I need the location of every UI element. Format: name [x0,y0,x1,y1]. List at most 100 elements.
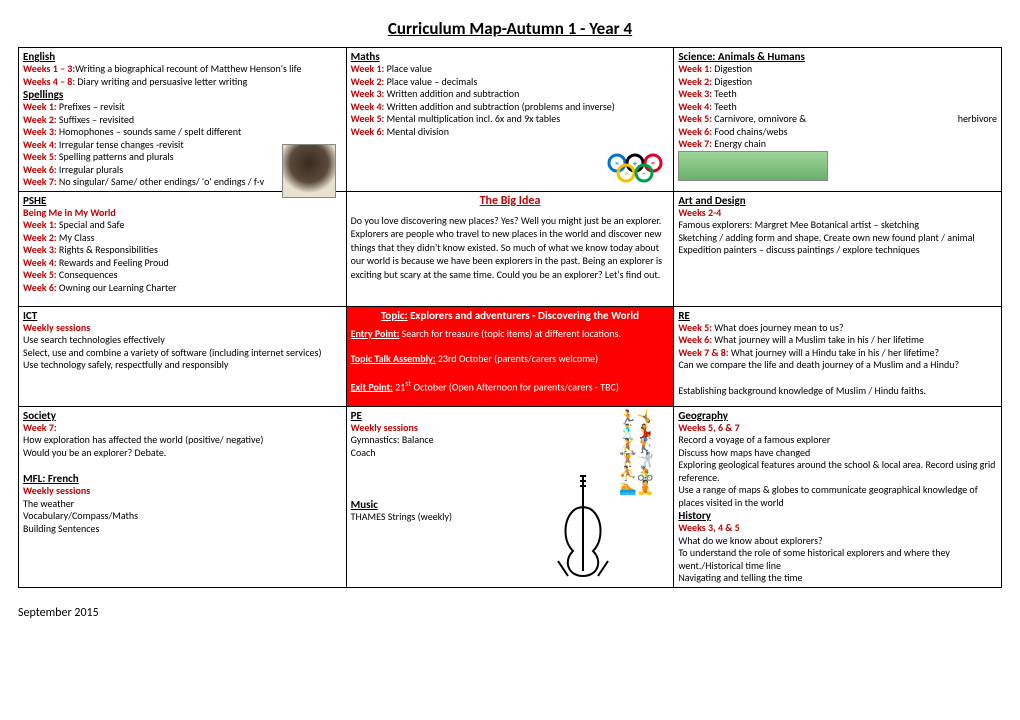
label: Entry Point: [351,327,400,340]
text: Teeth [712,87,737,100]
label: Week 5: [678,321,712,334]
label: Topic: [381,309,408,322]
label: Week 6: [23,281,57,294]
text: No singular/ Same/ other endings/ 'o' en… [57,175,264,188]
text: Mental multiplication incl. 6x and 9x ta… [384,112,560,125]
text: Food chains/webs [712,125,788,138]
text: Place value [384,62,432,75]
text: Navigating and telling the time [678,572,997,585]
text: Special and Safe [57,218,125,231]
label: Week 4: [23,138,57,151]
text: What journey will a Hindu take in his / … [729,346,940,359]
text: herbivore [958,113,997,126]
label: Weeks 3, 4 & 5 [678,522,997,535]
page-title: Curriculum Map-Autumn 1 - Year 4 [18,18,1002,39]
label: Week 5: [351,112,385,125]
cell-re: RE Week 5: What does journey mean to us?… [674,306,1002,406]
curriculum-grid: English Weeks 1 – 3:Writing a biographic… [18,47,1002,588]
text: Explorers and adventurers - Discovering … [408,309,639,322]
label: Week 5: [23,150,57,163]
banner-image [678,151,828,181]
cell-maths: Maths Week 1: Place value Week 2: Place … [346,48,674,192]
text: Rights & Responsibilities [57,243,158,256]
text: Mental division [384,125,449,138]
cell-society: Society Week 7: How exploration has affe… [19,406,347,587]
text: Prefixes – revisit [57,100,125,113]
text: Diary writing and persuasive letter writ… [75,75,247,88]
text: 23rd October (parents/carers welcome) [436,352,599,365]
label: Week 4: [23,256,57,269]
text: Written addition and subtraction (proble… [384,100,614,113]
svg-text:×: × [615,159,619,169]
big-idea-title: The Big Idea [351,194,670,208]
footer-text: September 2015 [18,606,1002,620]
text: How exploration has affected the world (… [23,434,342,447]
label: Week 3: [23,125,57,138]
label: Week 7 & 8: [678,346,728,359]
pshe-header: PSHE [23,194,342,207]
label: Week 2: [23,113,57,126]
svg-text:=: = [651,159,655,169]
topic-title: Topic: Explorers and adventurers - Disco… [351,309,670,322]
label: Week 1: [23,218,57,231]
svg-text:+: + [624,169,628,179]
text: Irregular tense changes -revisit [57,138,184,151]
svg-text:÷: ÷ [633,159,637,169]
portrait-image [282,144,336,198]
label: Week 4: [678,100,712,113]
label: Week 3: [678,87,712,100]
subheader: Weekly sessions [23,485,342,498]
text: Vocabulary/Compass/Maths [23,510,342,523]
text: Written addition and subtraction [384,87,519,100]
text: What does journey mean to us? [712,321,844,334]
text: Building Sentences [23,523,342,536]
label: Weeks 1 – 3: [23,62,75,75]
label: Weeks 4 – 8: [23,75,75,88]
text: October (Open Afternoon for parents/care… [411,380,619,393]
text: Digestion [712,62,752,75]
big-idea-text: Do you love discovering new places? Yes?… [351,214,670,282]
text: 21 [393,380,405,393]
text: Establishing background knowledge of Mus… [678,385,997,398]
text: Owning our Learning Charter [57,281,177,294]
text: Suffixes – revisited [57,113,134,126]
label: Week 5: [23,268,57,281]
label: Week 4: [351,100,385,113]
text: Teeth [712,100,737,113]
text: Expedition painters – discuss paintings … [678,244,997,257]
text: Homophones – sounds same / spelt differe… [57,125,242,138]
cell-art: Art and Design Weeks 2-4 Famous explorer… [674,191,1002,306]
cell-geography: Geography Weeks 5, 6 & 7 Record a voyage… [674,406,1002,587]
label: Week 7: [678,137,712,150]
text: Exploring geological features around the… [678,459,997,484]
text: Place value – decimals [384,75,477,88]
cello-icon [553,471,613,581]
text: Spelling patterns and plurals [57,150,174,163]
text: Would you be an explorer? Debate. [23,447,342,460]
label: Week 3: [23,243,57,256]
text: Famous explorers: Margret Mee Botanical … [678,219,997,232]
label: Week 1: [351,62,385,75]
label: Week 2: [23,231,57,244]
label: Week 2: [351,75,385,88]
text: What journey will a Muslim take in his /… [712,333,924,346]
text: Use technology safely, respectfully and … [23,359,342,372]
text: Carnivore, omnivore & [712,112,806,125]
text: Rewards and Feeling Proud [57,256,169,269]
dancing-figures-icon: 🏃🤸 🕺💃 🤾🏌️ 🏋️🤺 ⛹️🚴 🏊🧘 [619,411,669,531]
society-header: Society [23,409,342,422]
text: Irregular plurals [57,163,123,176]
olympic-rings-icon: × ÷ = + − [605,151,665,187]
label: Week 1: [23,100,57,113]
label: Week 6: [678,333,712,346]
cell-english: English Weeks 1 – 3:Writing a biographic… [19,48,347,192]
label: Week 6: [678,125,712,138]
text: Use search technologies effectively [23,334,342,347]
label: Week 2: [678,75,712,88]
text: My Class [57,231,95,244]
cell-topic: Topic: Explorers and adventurers - Disco… [346,306,674,406]
cell-pe: PE Weekly sessions Gymnastics: Balance C… [346,406,674,587]
text: Use a range of maps & globes to communic… [678,484,997,509]
text: Record a voyage of a famous explorer [678,434,997,447]
label: Week 1: [678,62,712,75]
